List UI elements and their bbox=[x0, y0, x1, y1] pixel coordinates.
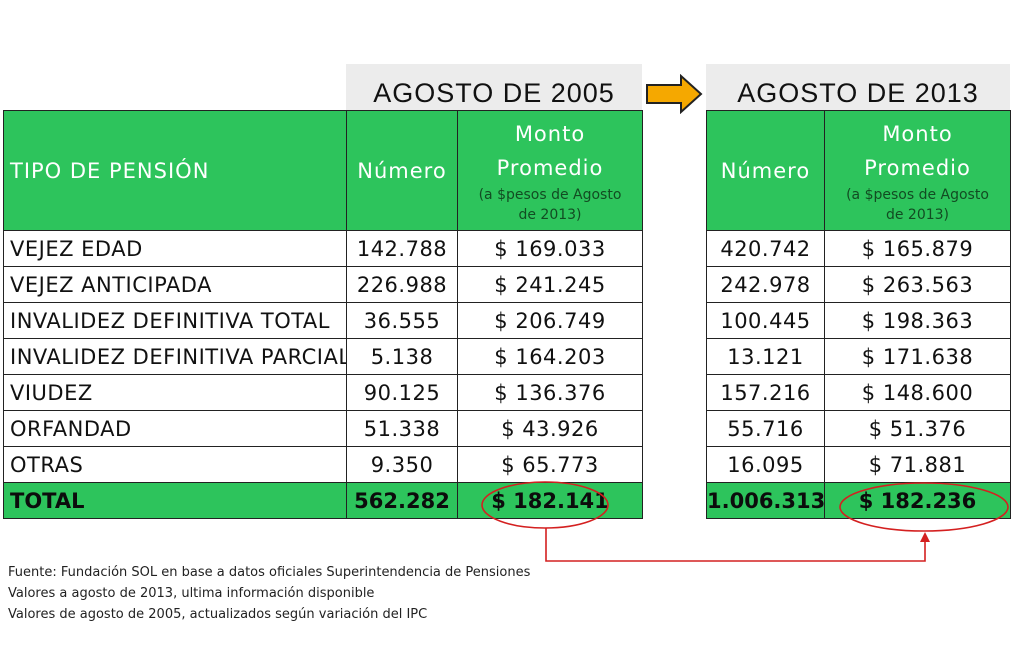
period-header-2013: AGOSTO DE 2013 bbox=[706, 64, 1010, 110]
table-row: 242.978 $ 263.563 bbox=[706, 266, 1011, 303]
total-monto-cell: $ 182.141 bbox=[457, 482, 643, 519]
pension-type-cell: VIUDEZ bbox=[3, 374, 347, 411]
table-row: 157.216 $ 148.600 bbox=[706, 374, 1011, 411]
connector-arrowhead-icon bbox=[920, 532, 930, 542]
table-row: INVALIDEZ DEFINITIVA PARCIAL 5.138 $ 164… bbox=[3, 338, 643, 375]
pension-table-2013: Número Monto Promedio (a $pesos de Agost… bbox=[706, 110, 1011, 519]
monto-note-year: de 2013) bbox=[885, 206, 950, 223]
monto-cell: $ 206.749 bbox=[457, 302, 643, 339]
connector-line bbox=[545, 528, 926, 562]
pension-type-cell: OTRAS bbox=[3, 446, 347, 483]
source-line: Fuente: Fundación SOL en base a datos of… bbox=[8, 565, 531, 580]
table-row: 55.716 $ 51.376 bbox=[706, 410, 1011, 447]
total-row: 1.006.313 $ 182.236 bbox=[706, 482, 1011, 519]
promedio-label: Promedio bbox=[864, 155, 971, 180]
table-row: 100.445 $ 198.363 bbox=[706, 302, 1011, 339]
pension-type-cell: VEJEZ EDAD bbox=[3, 230, 347, 267]
monto-cell: $ 263.563 bbox=[824, 266, 1011, 303]
monto-cell: $ 198.363 bbox=[824, 302, 1011, 339]
monto-note-year: de 2013) bbox=[518, 206, 582, 223]
monto-cell: $ 51.376 bbox=[824, 410, 1011, 447]
table-row: VEJEZ ANTICIPADA 226.988 $ 241.245 bbox=[3, 266, 643, 303]
monto-note: (a $pesos de Agosto bbox=[478, 186, 622, 203]
pension-type-cell: ORFANDAD bbox=[3, 410, 347, 447]
total-label: TOTAL bbox=[3, 482, 347, 519]
arrow-right-icon bbox=[646, 74, 703, 114]
monto-note: (a $pesos de Agosto bbox=[846, 186, 989, 203]
monto-label: Monto bbox=[514, 121, 586, 146]
promedio-label: Promedio bbox=[496, 155, 604, 180]
col-header-numero: Número bbox=[346, 110, 458, 231]
numero-cell: 16.095 bbox=[706, 446, 825, 483]
source-line: Valores a agosto de 2013, ultima informa… bbox=[8, 586, 375, 601]
numero-cell: 420.742 bbox=[706, 230, 825, 267]
pension-type-cell: INVALIDEZ DEFINITIVA PARCIAL bbox=[3, 338, 347, 375]
monto-cell: $ 169.033 bbox=[457, 230, 643, 267]
col-header-monto: Monto Promedio (a $pesos de Agosto de 20… bbox=[824, 110, 1011, 231]
numero-cell: 100.445 bbox=[706, 302, 825, 339]
monto-cell: $ 136.376 bbox=[457, 374, 643, 411]
monto-cell: $ 43.926 bbox=[457, 410, 643, 447]
table-row: VIUDEZ 90.125 $ 136.376 bbox=[3, 374, 643, 411]
numero-cell: 9.350 bbox=[346, 446, 458, 483]
numero-cell: 142.788 bbox=[346, 230, 458, 267]
pension-type-cell: VEJEZ ANTICIPADA bbox=[3, 266, 347, 303]
numero-cell: 5.138 bbox=[346, 338, 458, 375]
table-row: 420.742 $ 165.879 bbox=[706, 230, 1011, 267]
table-row: VEJEZ EDAD 142.788 $ 169.033 bbox=[3, 230, 643, 267]
numero-cell: 36.555 bbox=[346, 302, 458, 339]
numero-cell: 242.978 bbox=[706, 266, 825, 303]
monto-cell: $ 71.881 bbox=[824, 446, 1011, 483]
total-row: TOTAL 562.282 $ 182.141 bbox=[3, 482, 643, 519]
numero-cell: 157.216 bbox=[706, 374, 825, 411]
monto-cell: $ 164.203 bbox=[457, 338, 643, 375]
source-line: Valores de agosto de 2005, actualizados … bbox=[8, 607, 428, 622]
pension-type-cell: INVALIDEZ DEFINITIVA TOTAL bbox=[3, 302, 347, 339]
numero-cell: 90.125 bbox=[346, 374, 458, 411]
numero-cell: 13.121 bbox=[706, 338, 825, 375]
source-notes: Fuente: Fundación SOL en base a datos of… bbox=[8, 562, 530, 625]
period-header-2005: AGOSTO DE 2005 bbox=[346, 64, 642, 110]
table-row: INVALIDEZ DEFINITIVA TOTAL 36.555 $ 206.… bbox=[3, 302, 643, 339]
total-monto-cell: $ 182.236 bbox=[824, 482, 1011, 519]
monto-label: Monto bbox=[882, 121, 953, 146]
monto-cell: $ 65.773 bbox=[457, 446, 643, 483]
total-numero-cell: 562.282 bbox=[346, 482, 458, 519]
monto-cell: $ 171.638 bbox=[824, 338, 1011, 375]
numero-cell: 226.988 bbox=[346, 266, 458, 303]
table-row: 13.121 $ 171.638 bbox=[706, 338, 1011, 375]
col-header-numero: Número bbox=[706, 110, 825, 231]
monto-cell: $ 165.879 bbox=[824, 230, 1011, 267]
table-row: 16.095 $ 71.881 bbox=[706, 446, 1011, 483]
col-header-monto: Monto Promedio (a $pesos de Agosto de 20… bbox=[457, 110, 643, 231]
table-row: ORFANDAD 51.338 $ 43.926 bbox=[3, 410, 643, 447]
pension-table-2005: TIPO DE PENSIÓN Número Monto Promedio (a… bbox=[3, 110, 643, 519]
monto-cell: $ 241.245 bbox=[457, 266, 643, 303]
table-row: OTRAS 9.350 $ 65.773 bbox=[3, 446, 643, 483]
numero-cell: 51.338 bbox=[346, 410, 458, 447]
monto-cell: $ 148.600 bbox=[824, 374, 1011, 411]
numero-cell: 55.716 bbox=[706, 410, 825, 447]
col-header-tipo: TIPO DE PENSIÓN bbox=[3, 110, 347, 231]
total-numero-cell: 1.006.313 bbox=[706, 482, 825, 519]
